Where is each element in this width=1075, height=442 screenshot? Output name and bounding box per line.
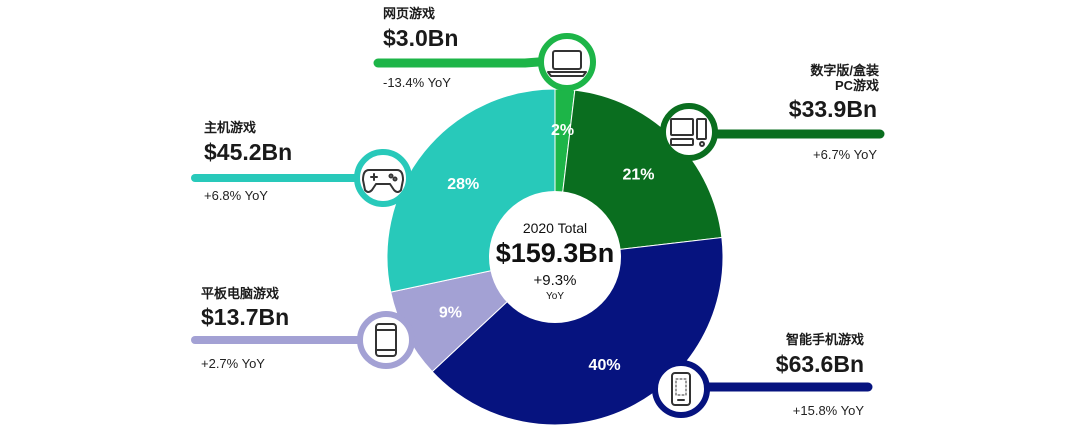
- label-tablet-games: 平板电脑游戏: [201, 286, 280, 301]
- icon-badge-0: [538, 33, 596, 91]
- donut-hole: [489, 191, 621, 323]
- share-label-4: 28%: [447, 176, 479, 193]
- desktop-pc-icon: [660, 103, 718, 161]
- center-growth-unit: YoY: [546, 291, 564, 302]
- value-console-games: $45.2Bn: [204, 139, 293, 165]
- center-total: $159.3Bn: [495, 238, 615, 268]
- share-label-0: 2%: [551, 122, 574, 139]
- icon-badge-3: [357, 311, 415, 369]
- share-label-2: 40%: [589, 357, 621, 374]
- value-browser-games: $3.0Bn: [383, 25, 459, 51]
- leader-line-0: [373, 55, 570, 68]
- yoy-tablet-games: +2.7% YoY: [201, 356, 265, 371]
- center-title: 2020 Total: [522, 220, 588, 236]
- slice-2: [431, 236, 724, 426]
- share-label-3: 9%: [439, 305, 462, 322]
- yoy-pc-games: +6.7% YoY: [813, 147, 877, 162]
- label-pc-games-line2: PC游戏: [834, 78, 879, 93]
- yoy-smartphone-games: +15.8% YoY: [792, 403, 864, 418]
- laptop-icon: [538, 33, 596, 91]
- label-pc-games-line1: 数字版/盒装: [810, 63, 879, 78]
- label-browser-games: 网页游戏: [383, 6, 436, 21]
- value-tablet-games: $13.7Bn: [201, 304, 290, 330]
- tablet-icon: [357, 311, 415, 369]
- label-console-games: 主机游戏: [204, 120, 257, 135]
- value-smartphone-games: $63.6Bn: [775, 351, 864, 377]
- icon-badge-2: [652, 360, 710, 418]
- yoy-browser-games: -13.4% YoY: [383, 75, 451, 90]
- yoy-console-games: +6.8% YoY: [204, 188, 268, 203]
- gamepad-icon: [354, 149, 412, 207]
- label-smartphone-games: 智能手机游戏: [785, 332, 864, 347]
- share-label-1: 21%: [623, 167, 655, 184]
- smartphone-icon: [652, 360, 710, 418]
- center-growth: +9.3%: [533, 272, 577, 289]
- value-pc-games: $33.9Bn: [788, 96, 877, 122]
- icon-badge-4: [354, 149, 412, 207]
